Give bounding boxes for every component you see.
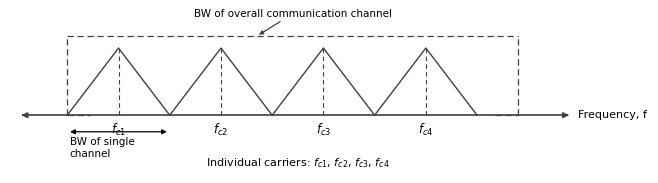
- Text: $f_{c4}$: $f_{c4}$: [418, 122, 434, 138]
- Text: BW of single
channel: BW of single channel: [70, 137, 135, 159]
- Text: $f_{c1}$: $f_{c1}$: [111, 122, 126, 138]
- Text: $f_{c2}$: $f_{c2}$: [213, 122, 228, 138]
- Text: BW of overall communication channel: BW of overall communication channel: [193, 9, 392, 34]
- Text: $f_{c3}$: $f_{c3}$: [316, 122, 331, 138]
- Text: Individual carriers: $f_{c1}$, $f_{c2}$, $f_{c3}$, $f_{c4}$: Individual carriers: $f_{c1}$, $f_{c2}$,…: [205, 156, 390, 170]
- Text: Frequency, f: Frequency, f: [578, 110, 647, 120]
